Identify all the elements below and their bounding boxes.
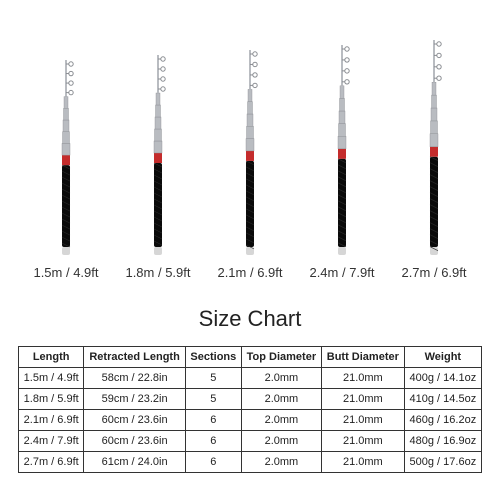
rod-variant-4: 2.7m / 6.9ft: [392, 35, 476, 280]
cell: 2.0mm: [241, 410, 321, 431]
cell: 2.1m / 6.9ft: [19, 410, 84, 431]
rod-variant-1: 1.8m / 5.9ft: [116, 35, 200, 280]
col-weight: Weight: [404, 347, 481, 368]
cell: 61cm / 24.0in: [84, 452, 186, 473]
cell: 21.0mm: [321, 389, 404, 410]
cell: 1.5m / 4.9ft: [19, 368, 84, 389]
cell: 2.0mm: [241, 431, 321, 452]
col-butt-diameter: Butt Diameter: [321, 347, 404, 368]
size-chart-table: Length Retracted Length Sections Top Dia…: [18, 346, 482, 473]
rod-label: 2.4m / 7.9ft: [309, 265, 374, 280]
rod-variant-2: 2.1m / 6.9ft: [208, 35, 292, 280]
size-chart-title: Size Chart: [18, 306, 482, 332]
rod-variant-0: 1.5m / 4.9ft: [24, 35, 108, 280]
cell: 60cm / 23.6in: [84, 410, 186, 431]
rod-graphic: [53, 35, 79, 255]
cell: 21.0mm: [321, 410, 404, 431]
product-variant-row: 1.5m / 4.9ft 1.8m / 5.9ft 2.1m / 6.9ft 2…: [18, 20, 482, 280]
cell: 2.7m / 6.9ft: [19, 452, 84, 473]
cell: 2.4m / 7.9ft: [19, 431, 84, 452]
rod-variant-3: 2.4m / 7.9ft: [300, 35, 384, 280]
cell: 6: [185, 431, 241, 452]
rod-label: 2.1m / 6.9ft: [217, 265, 282, 280]
cell: 400g / 14.1oz: [404, 368, 481, 389]
cell: 21.0mm: [321, 368, 404, 389]
cell: 6: [185, 410, 241, 431]
col-retracted-length: Retracted Length: [84, 347, 186, 368]
table-row: 1.5m / 4.9ft 58cm / 22.8in 5 2.0mm 21.0m…: [19, 368, 482, 389]
rod-label: 1.5m / 4.9ft: [33, 265, 98, 280]
cell: 59cm / 23.2in: [84, 389, 186, 410]
rod-label: 2.7m / 6.9ft: [401, 265, 466, 280]
rod-graphic: [329, 35, 355, 255]
cell: 1.8m / 5.9ft: [19, 389, 84, 410]
cell: 2.0mm: [241, 452, 321, 473]
cell: 60cm / 23.6in: [84, 431, 186, 452]
cell: 480g / 16.9oz: [404, 431, 481, 452]
table-row: 1.8m / 5.9ft 59cm / 23.2in 5 2.0mm 21.0m…: [19, 389, 482, 410]
cell: 5: [185, 368, 241, 389]
col-sections: Sections: [185, 347, 241, 368]
rod-graphic: [237, 35, 263, 255]
cell: 500g / 17.6oz: [404, 452, 481, 473]
table-row: 2.1m / 6.9ft 60cm / 23.6in 6 2.0mm 21.0m…: [19, 410, 482, 431]
cell: 2.0mm: [241, 368, 321, 389]
rod-label: 1.8m / 5.9ft: [125, 265, 190, 280]
cell: 5: [185, 389, 241, 410]
table-row: 2.7m / 6.9ft 61cm / 24.0in 6 2.0mm 21.0m…: [19, 452, 482, 473]
cell: 6: [185, 452, 241, 473]
col-top-diameter: Top Diameter: [241, 347, 321, 368]
table-row: 2.4m / 7.9ft 60cm / 23.6in 6 2.0mm 21.0m…: [19, 431, 482, 452]
rod-graphic: [421, 35, 447, 255]
cell: 58cm / 22.8in: [84, 368, 186, 389]
cell: 21.0mm: [321, 431, 404, 452]
table-header-row: Length Retracted Length Sections Top Dia…: [19, 347, 482, 368]
rod-graphic: [145, 35, 171, 255]
cell: 460g / 16.2oz: [404, 410, 481, 431]
cell: 2.0mm: [241, 389, 321, 410]
cell: 410g / 14.5oz: [404, 389, 481, 410]
cell: 21.0mm: [321, 452, 404, 473]
col-length: Length: [19, 347, 84, 368]
